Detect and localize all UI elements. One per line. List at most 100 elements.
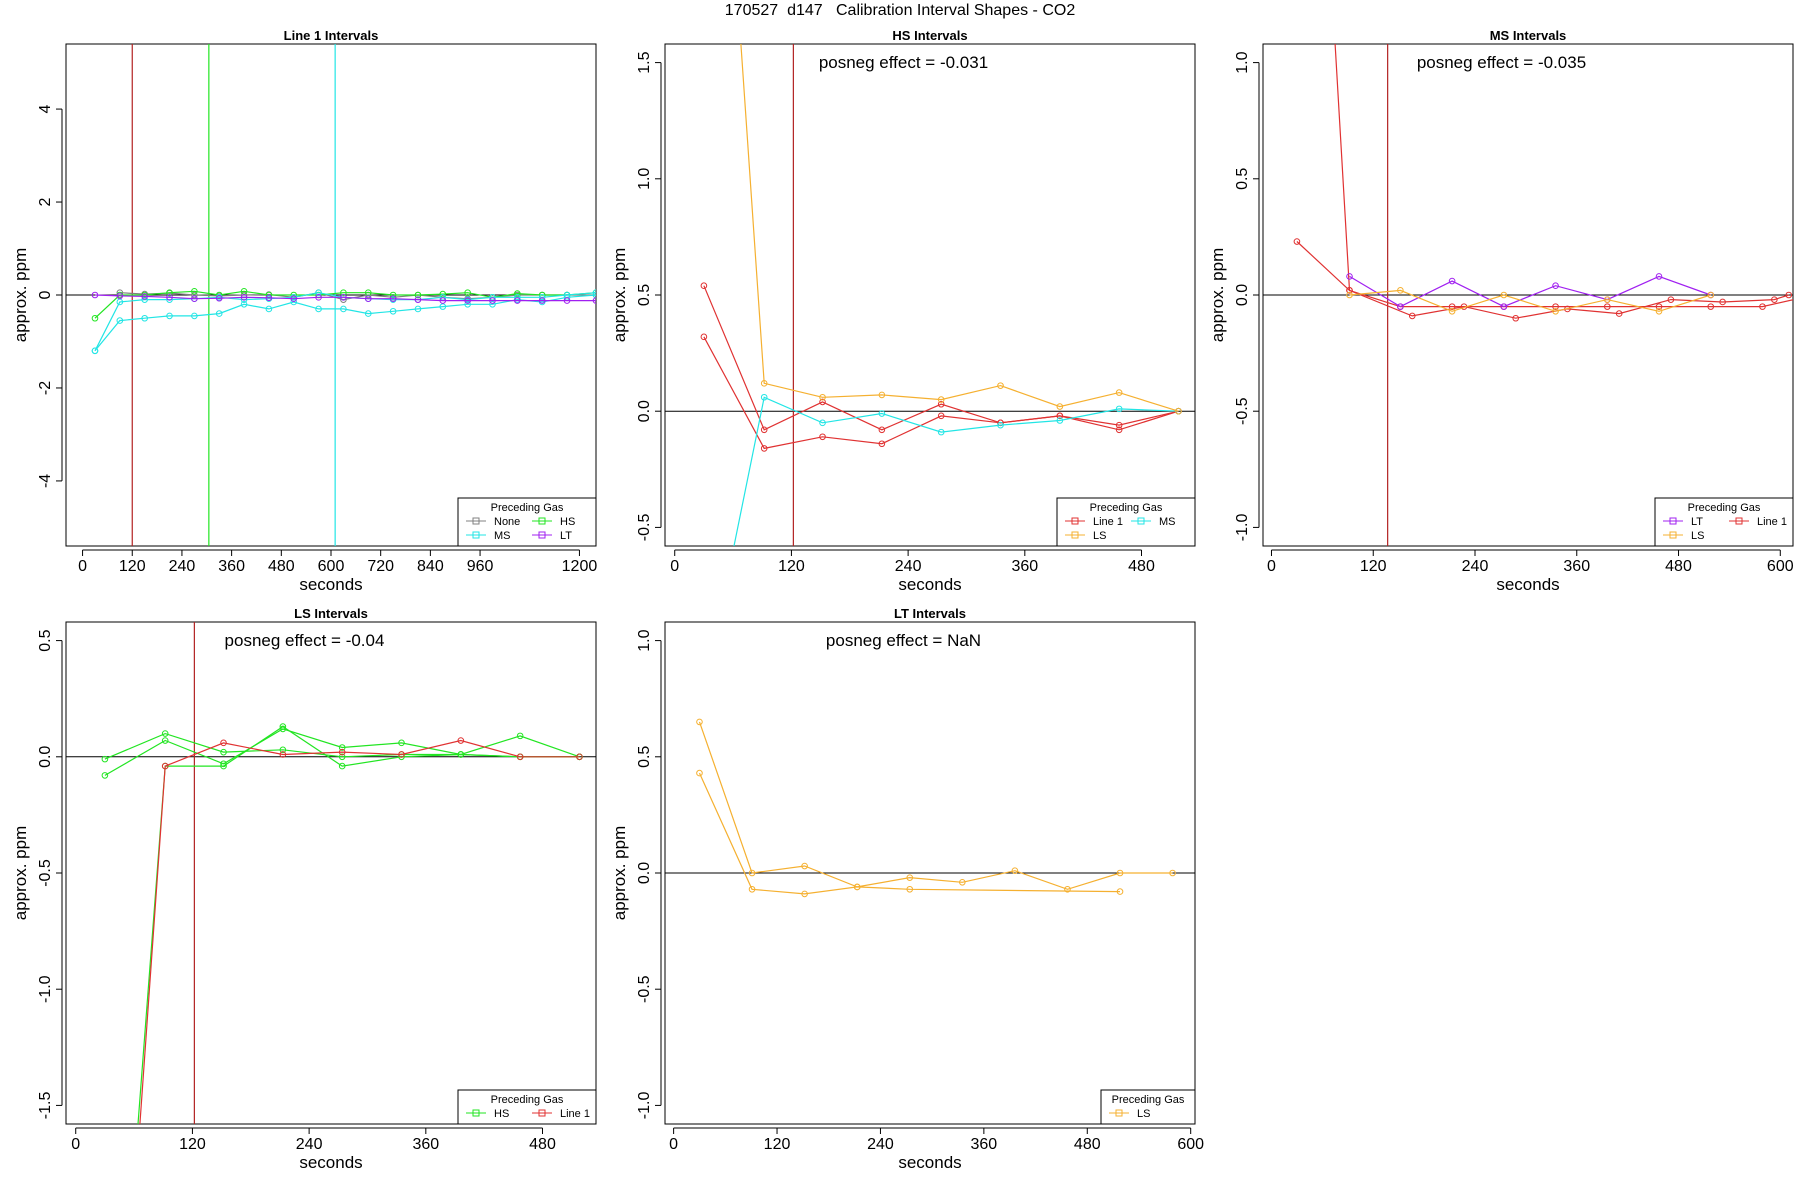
x-tick-label: 480 <box>529 1136 556 1153</box>
data-point <box>696 718 703 726</box>
data-point <box>819 419 826 427</box>
data-point <box>878 440 886 448</box>
data-point <box>1707 291 1715 299</box>
legend-title: Preceding Gas <box>1090 502 1163 514</box>
legend-label: LT <box>560 530 572 542</box>
posneg-annotation: posneg effect = -0.031 <box>819 53 988 72</box>
data-point <box>161 737 169 744</box>
data-point <box>101 755 109 763</box>
data-point <box>1448 307 1456 315</box>
x-axis-label: seconds <box>299 1153 362 1172</box>
y-axis: -0.5 0.0 0.5 1.0 1.5 approx. ppm <box>610 51 662 542</box>
x-tick-label: 240 <box>169 558 196 575</box>
y-tick-label: 0.0 <box>37 746 54 768</box>
legend-entry: MS <box>1131 516 1176 528</box>
data-point <box>464 289 471 296</box>
x-tick-label: 240 <box>1462 558 1489 575</box>
y-tick-label: 0.5 <box>37 629 54 651</box>
series-ls <box>1346 287 1715 315</box>
y-axis-label: approx. ppm <box>11 248 30 343</box>
data-point <box>166 294 173 301</box>
y-axis-label: approx. ppm <box>1208 248 1227 343</box>
data-point <box>290 295 298 303</box>
x-tick-label: 0 <box>1267 558 1276 575</box>
data-point <box>340 305 347 313</box>
y-tick-label: 2 <box>37 197 54 206</box>
legend-swatch-marker <box>472 1109 480 1117</box>
page-title: 170527 d147 Calibration Interval Shapes … <box>724 2 1076 19</box>
x-axis-label: seconds <box>299 575 362 594</box>
x-tick-label: 0 <box>78 558 87 575</box>
legend-entry: LS <box>1065 530 1106 542</box>
data-point <box>1771 296 1778 303</box>
data-point <box>191 291 198 299</box>
series-line-1 <box>1293 238 1793 322</box>
data-point <box>315 294 322 301</box>
data-point <box>819 433 826 441</box>
data-point <box>338 744 346 751</box>
y-axis: -4 -2 0 2 4 approx. ppm <box>11 105 63 488</box>
x-tick-label: 480 <box>1128 558 1155 575</box>
y-tick-label: 0.5 <box>1234 168 1251 190</box>
data-point <box>265 305 273 313</box>
data-point <box>1667 296 1675 303</box>
x-tick-label: 840 <box>417 558 444 575</box>
posneg-annotation: posneg effect = -0.04 <box>225 631 385 650</box>
data-point <box>1115 389 1123 396</box>
data-point <box>161 762 169 770</box>
data-point <box>1169 869 1176 877</box>
series-line <box>1334 44 1793 308</box>
data-point <box>1175 407 1182 415</box>
series-line-1 <box>700 282 1182 434</box>
legend-label: Line 1 <box>560 1108 590 1120</box>
data-point <box>700 282 708 290</box>
x-tick-label: 0 <box>670 558 679 575</box>
data-point <box>315 289 322 296</box>
data-point <box>1719 298 1726 306</box>
data-point <box>1116 869 1124 877</box>
data-point <box>457 737 465 744</box>
legend-swatch-marker <box>1735 517 1743 525</box>
legend-label: None <box>494 516 520 528</box>
data-point <box>414 296 422 303</box>
data-point <box>315 305 322 313</box>
y-tick-label: -1.0 <box>636 1092 653 1120</box>
y-tick-label: 0.0 <box>636 400 653 422</box>
plot-area <box>1293 44 1793 546</box>
x-tick-label: 1200 <box>562 558 598 575</box>
data-point <box>1064 885 1071 893</box>
data-point <box>191 312 198 320</box>
y-tick-label: 1.0 <box>1234 51 1251 73</box>
x-tick-label: 240 <box>867 1136 894 1153</box>
plot-frame <box>664 43 1196 547</box>
data-point <box>937 412 945 420</box>
data-point <box>937 428 945 436</box>
series-line <box>94 294 596 302</box>
legend: Preceding Gas Line 1 MS LS <box>1056 497 1196 547</box>
x-tick-label: 600 <box>1177 1136 1204 1153</box>
x-tick-label: 240 <box>895 558 922 575</box>
data-point <box>906 885 914 893</box>
series-ls <box>740 44 1182 415</box>
data-point <box>1655 303 1663 310</box>
series-line <box>119 292 596 301</box>
data-point <box>819 393 826 401</box>
legend-swatch-marker <box>1071 517 1079 525</box>
y-tick-label: -0.5 <box>636 514 653 542</box>
posneg-annotation: posneg effect = NaN <box>826 631 981 650</box>
legend-entry: Line 1 <box>1065 516 1123 528</box>
data-point <box>592 291 596 299</box>
data-point <box>878 391 886 399</box>
y-tick-label: 1.0 <box>636 168 653 190</box>
legend-box <box>1056 497 1196 547</box>
data-point <box>464 297 471 304</box>
data-point <box>1603 303 1611 310</box>
data-point <box>414 305 422 313</box>
panel-title: MS Intervals <box>1490 28 1567 43</box>
legend-entry: None <box>466 516 520 528</box>
legend-label: HS <box>494 1108 509 1120</box>
legend-label: Line 1 <box>1093 516 1123 528</box>
data-point <box>1552 307 1559 315</box>
